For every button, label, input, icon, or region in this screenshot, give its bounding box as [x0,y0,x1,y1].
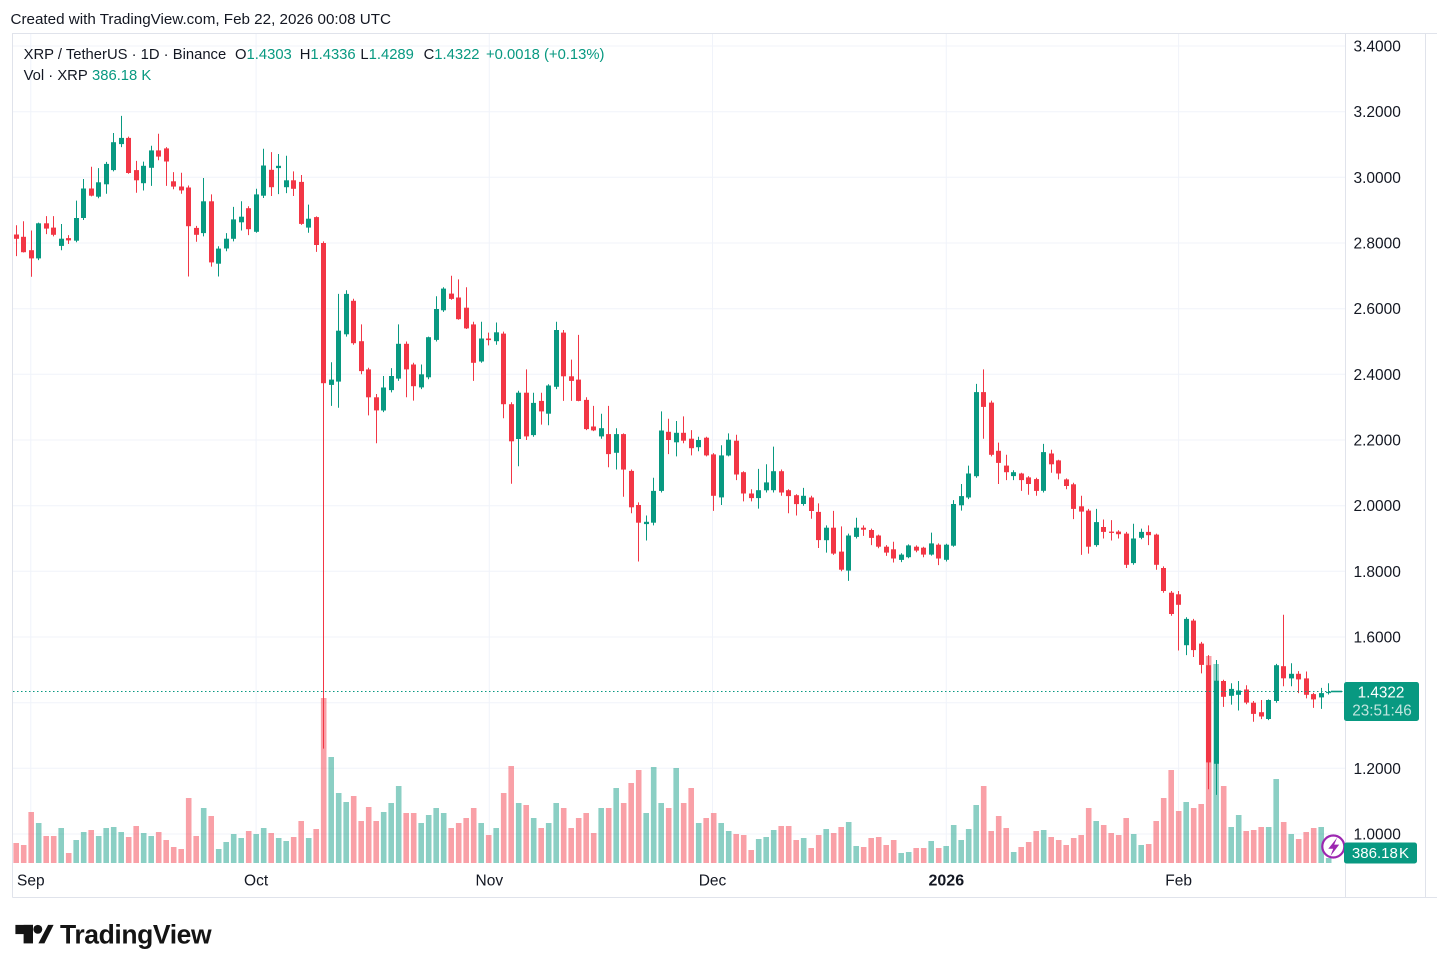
svg-text:3.2000: 3.2000 [1354,104,1402,121]
svg-text:Nov: Nov [476,873,504,890]
svg-text:3.0000: 3.0000 [1354,170,1402,187]
svg-text:1.2000: 1.2000 [1354,761,1402,778]
svg-text:2.0000: 2.0000 [1354,498,1402,515]
svg-text:Sep: Sep [17,873,45,890]
svg-text:23:51:46: 23:51:46 [1352,702,1412,719]
svg-text:2026: 2026 [929,873,965,890]
svg-text:1.6000: 1.6000 [1354,629,1402,646]
svg-text:386.18 K: 386.18 K [1352,845,1409,862]
svg-text:2.6000: 2.6000 [1354,301,1402,318]
svg-text:1.8000: 1.8000 [1354,564,1402,581]
svg-text:2.4000: 2.4000 [1354,367,1402,384]
svg-text:1.0000: 1.0000 [1354,826,1402,843]
svg-text:Oct: Oct [244,873,269,890]
svg-text:Feb: Feb [1165,873,1192,890]
svg-text:TradingView: TradingView [60,920,212,950]
svg-text:2.8000: 2.8000 [1354,235,1402,252]
svg-text:Dec: Dec [699,873,727,890]
svg-text:1.4322: 1.4322 [1358,684,1405,701]
svg-text:3.4000: 3.4000 [1354,38,1402,55]
svg-text:2.2000: 2.2000 [1354,432,1402,449]
